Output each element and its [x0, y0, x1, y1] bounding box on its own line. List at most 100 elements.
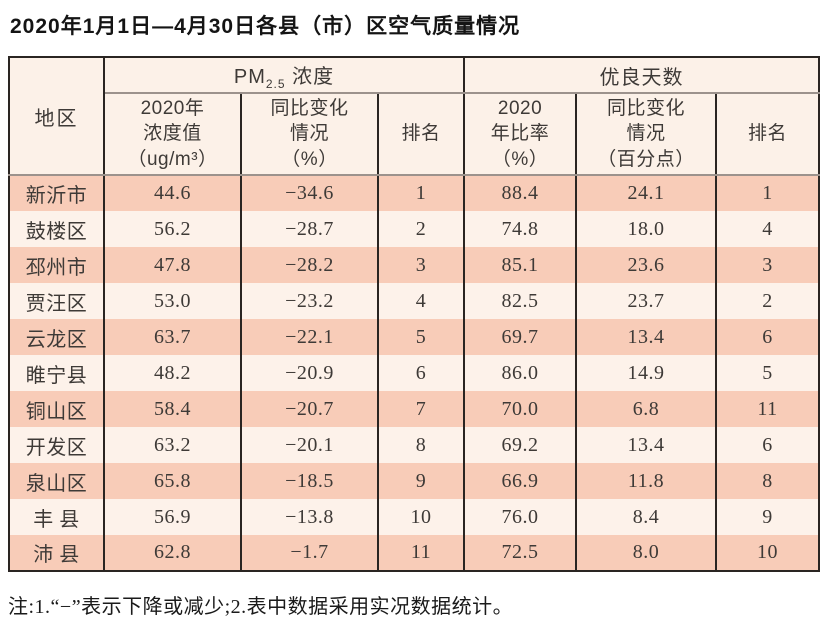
table-row: 丰 县 56.9 −13.8 10 76.0 8.4 9	[9, 499, 820, 535]
pm-change-cell: −20.7	[240, 391, 378, 427]
page-title: 2020年1月1日—4月30日各县（市）区空气质量情况	[10, 15, 521, 38]
rate-cell: 70.0	[463, 391, 577, 427]
pm-rank-cell: 8	[376, 427, 465, 463]
pm-change-cell: −34.6	[240, 175, 378, 211]
pm-value-cell: 56.9	[103, 499, 241, 535]
pm-label: PM	[233, 65, 266, 88]
rate-change-cell: 14.9	[575, 355, 717, 391]
pm-rank-cell: 5	[376, 319, 465, 355]
rate-cell: 85.1	[463, 247, 577, 283]
rate-cell: 88.4	[463, 175, 577, 211]
col-header-pm-rank: 排名	[376, 93, 465, 176]
table-row: 云龙区 63.7 −22.1 5 69.7 13.4 6	[9, 319, 820, 355]
rate-rank-cell: 2	[715, 283, 820, 319]
pm-value-cell: 56.2	[103, 211, 241, 247]
col-header-pm-change: 同比变化 情况 （%）	[240, 93, 378, 176]
footnote: 注:1.“−”表示下降或减少;2.表中数据采用实况数据统计。	[8, 596, 514, 618]
rate-cell: 76.0	[463, 499, 577, 535]
region-cell: 鼓楼区	[9, 211, 104, 247]
pm-rank-cell: 3	[376, 247, 465, 283]
pm-change-cell: −1.7	[240, 535, 378, 571]
pm-value-cell: 62.8	[103, 535, 241, 571]
rate-rank-cell: 9	[715, 499, 820, 535]
pm-change-cell: −13.8	[240, 499, 378, 535]
pm-rank-cell: 4	[376, 283, 465, 319]
table-row: 邳州市 47.8 −28.2 3 85.1 23.6 3	[9, 247, 820, 283]
rate-change-cell: 24.1	[575, 175, 717, 211]
col-header-rate-rank: 排名	[715, 93, 820, 176]
pm-change-cell: −20.1	[240, 427, 378, 463]
rate-rank-cell: 4	[715, 211, 820, 247]
table-row: 睢宁县 48.2 −20.9 6 86.0 14.9 5	[9, 355, 820, 391]
pm-change-cell: −22.1	[240, 319, 378, 355]
table-row: 沛 县 62.8 −1.7 11 72.5 8.0 10	[9, 535, 820, 571]
pm-subscript: 2.5	[265, 76, 286, 91]
table-row: 新沂市 44.6 −34.6 1 88.4 24.1 1	[9, 175, 820, 211]
region-cell: 睢宁县	[9, 355, 104, 391]
col-header-pm-value: 2020年 浓度值 （ug/m³）	[104, 93, 241, 176]
region-column-header: 地区	[9, 57, 105, 176]
pm-value-cell: 65.8	[103, 463, 241, 499]
table-row: 贾汪区 53.0 −23.2 4 82.5 23.7 2	[9, 283, 820, 319]
pm-value-cell: 63.2	[103, 427, 241, 463]
table-row: 铜山区 58.4 −20.7 7 70.0 6.8 11	[9, 391, 820, 427]
rate-rank-cell: 1	[715, 175, 820, 211]
region-cell: 开发区	[9, 427, 104, 463]
rate-change-cell: 8.0	[575, 535, 717, 571]
region-cell: 新沂市	[9, 175, 104, 211]
pm-label-suffix: 浓度	[285, 65, 335, 88]
table-row: 鼓楼区 56.2 −28.7 2 74.8 18.0 4	[9, 211, 820, 247]
region-cell: 泉山区	[9, 463, 104, 499]
rate-rank-cell: 11	[715, 391, 820, 427]
region-cell: 贾汪区	[9, 283, 104, 319]
pm-change-cell: −18.5	[240, 463, 378, 499]
rate-change-cell: 8.4	[575, 499, 717, 535]
region-cell: 丰 县	[9, 499, 104, 535]
rate-change-cell: 11.8	[575, 463, 717, 499]
rate-change-cell: 23.6	[575, 247, 717, 283]
pm-rank-cell: 7	[376, 391, 465, 427]
pm-value-cell: 44.6	[103, 175, 241, 211]
table-row: 开发区 63.2 −20.1 8 69.2 13.4 6	[9, 427, 820, 463]
rate-rank-cell: 3	[715, 247, 820, 283]
rate-change-cell: 13.4	[575, 319, 717, 355]
pm-change-cell: −23.2	[240, 283, 378, 319]
rate-cell: 66.9	[463, 463, 577, 499]
pm-value-cell: 47.8	[103, 247, 241, 283]
table-row: 泉山区 65.8 −18.5 9 66.9 11.8 8	[9, 463, 820, 499]
rate-change-cell: 18.0	[575, 211, 717, 247]
rate-cell: 69.7	[463, 319, 577, 355]
region-cell: 邳州市	[9, 247, 104, 283]
pm-change-cell: −28.7	[240, 211, 378, 247]
pm-change-cell: −28.2	[240, 247, 378, 283]
region-cell: 沛 县	[9, 535, 104, 571]
table-group-header-row: 地区 PM2.5 浓度 优良天数	[9, 57, 820, 176]
pm-value-cell: 48.2	[103, 355, 241, 391]
rate-change-cell: 6.8	[575, 391, 717, 427]
rate-rank-cell: 5	[715, 355, 820, 391]
air-quality-table: 地区 PM2.5 浓度 优良天数 2020年 浓度值 （ug/m³） 同比变化 …	[8, 56, 821, 572]
pm-value-cell: 53.0	[103, 283, 241, 319]
rate-cell: 74.8	[463, 211, 577, 247]
rate-rank-cell: 6	[715, 319, 820, 355]
rate-cell: 72.5	[463, 535, 577, 571]
pm-change-cell: −20.9	[240, 355, 378, 391]
rate-cell: 82.5	[463, 283, 577, 319]
pm-rank-cell: 11	[376, 535, 465, 571]
rate-cell: 69.2	[463, 427, 577, 463]
pm-rank-cell: 10	[376, 499, 465, 535]
col-header-rate: 2020 年比率 （%）	[463, 93, 577, 176]
rate-rank-cell: 8	[715, 463, 820, 499]
rate-change-cell: 23.7	[575, 283, 717, 319]
col-header-rate-change: 同比变化 情况 （百分点）	[575, 93, 717, 176]
pm-value-cell: 63.7	[103, 319, 241, 355]
pm-rank-cell: 6	[376, 355, 465, 391]
pm-value-cell: 58.4	[103, 391, 241, 427]
table-subheader-row: 2020年 浓度值 （ug/m³） 同比变化 情况 （%） 排名 2020 年比…	[9, 93, 820, 176]
rate-rank-cell: 6	[715, 427, 820, 463]
region-cell: 铜山区	[9, 391, 104, 427]
pm-rank-cell: 1	[376, 175, 465, 211]
rate-rank-cell: 10	[715, 535, 820, 571]
rate-change-cell: 13.4	[575, 427, 717, 463]
